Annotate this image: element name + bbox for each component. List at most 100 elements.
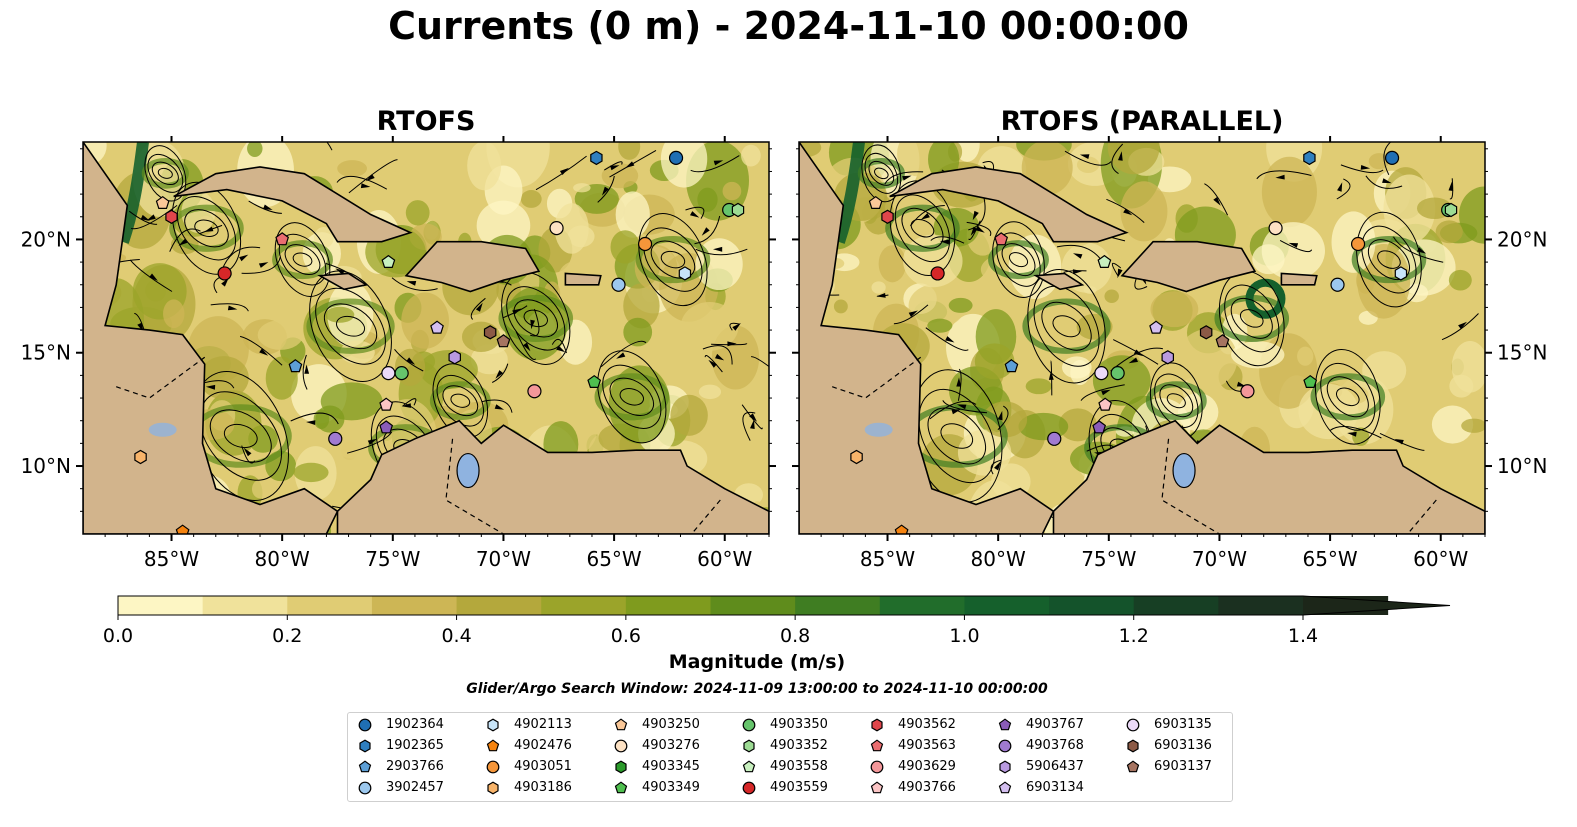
- legend-marker-pentagon-icon: [870, 738, 884, 751]
- float-4903276: [549, 221, 564, 236]
- legend-item-label: 4903349: [642, 780, 700, 795]
- legend-item-label: 4903352: [770, 738, 828, 753]
- legend-marker: [486, 738, 500, 751]
- legend-item-4903350: 4903350: [742, 717, 828, 733]
- float-4903350: [394, 366, 409, 381]
- legend-marker-circle-icon: [614, 739, 628, 752]
- lon-tick-label: 80°W: [971, 547, 1026, 571]
- map-panel-rtofs-parallel: 85°W 80°W 75°W 70°W 65°W 60°W 20°N 15°N 10°N: [792, 136, 1547, 571]
- float-6903134: [430, 320, 444, 334]
- float-1902365: [1303, 150, 1316, 166]
- figure-title: Currents (0 m) - 2024-11-10 00:00:00: [388, 4, 1189, 48]
- lon-tick-label: 60°W: [1413, 547, 1468, 571]
- legend-marker-hexagon-icon: [487, 718, 499, 731]
- colorbar-segment: [710, 596, 796, 615]
- legend-marker: [358, 759, 372, 772]
- legend-item-4903345: 4903345: [614, 759, 700, 775]
- legend-marker: [614, 717, 628, 730]
- colorbar-segment: [964, 596, 1050, 615]
- landmass: [83, 142, 339, 534]
- float-2903766: [1004, 359, 1019, 373]
- legend-item-label: 4902476: [514, 738, 572, 753]
- lat-tick-label: 10°N: [1497, 454, 1547, 478]
- float-4903766: [379, 397, 394, 411]
- colorbar-segment: [1133, 596, 1219, 615]
- colorbar-segment: [118, 596, 204, 615]
- float-5906437: [448, 350, 461, 365]
- colorbar-outline: [117, 595, 1451, 616]
- landmass: [173, 166, 413, 243]
- float-4903186: [134, 449, 147, 465]
- float-4903250: [155, 195, 170, 209]
- lat-tick-label: 10°N: [21, 454, 71, 478]
- legend-marker-circle-icon: [1126, 718, 1140, 731]
- float-6903135: [381, 366, 396, 381]
- legend-item-6903135: 6903135: [1126, 717, 1212, 733]
- legend-marker-pentagon-icon: [998, 717, 1012, 730]
- legend-item-4903186: 4903186: [486, 780, 572, 796]
- legend-marker: [359, 739, 371, 752]
- panel-frame: [82, 141, 770, 535]
- legend-marker: [870, 738, 884, 751]
- landmass: [799, 142, 1055, 534]
- legend-marker: [358, 718, 372, 731]
- legend-marker: [870, 760, 884, 773]
- legend-item-1902365: 1902365: [358, 738, 444, 754]
- legend-marker: [870, 780, 884, 793]
- lon-tick-label: 70°W: [1192, 547, 1247, 571]
- legend-marker-circle-icon: [358, 718, 372, 731]
- legend-marker: [998, 717, 1012, 730]
- colorbar-segment: [625, 596, 711, 615]
- float-4903768: [328, 431, 343, 446]
- lake-maracaibo: [456, 452, 480, 489]
- legend-item-label: 6903136: [1154, 738, 1212, 753]
- legend-item-label: 4903767: [1026, 717, 1084, 732]
- legend-marker: [614, 780, 628, 793]
- float-4903352: [731, 202, 745, 218]
- legend-item-label: 5906437: [1026, 759, 1084, 774]
- lat-tick-label: 15°N: [1497, 341, 1547, 365]
- float-6903137: [1215, 334, 1230, 348]
- legend-item-label: 1902365: [386, 738, 444, 753]
- legend-item-4903767: 4903767: [998, 717, 1084, 733]
- colorbar-tick-label: 0.8: [780, 625, 810, 647]
- colorbar-segment: [287, 596, 373, 615]
- float-4903051: [1350, 236, 1366, 252]
- legend-marker-hexagon-icon: [359, 739, 371, 752]
- lake-maracaibo: [1172, 452, 1196, 489]
- landmass: [1120, 240, 1257, 293]
- legend-item-4902476: 4902476: [486, 738, 572, 754]
- legend-marker-hexagon-icon: [487, 781, 499, 794]
- float-4903562: [881, 209, 894, 224]
- float-4903768: [1047, 431, 1062, 446]
- legend-marker-circle-icon: [486, 760, 500, 773]
- float-6903136: [1199, 325, 1213, 340]
- colorbar-segment: [202, 596, 288, 615]
- legend-item-4903352: 4903352: [742, 738, 828, 754]
- legend-item-label: 3902457: [386, 780, 444, 795]
- legend-marker: [999, 760, 1011, 773]
- legend-item-6903134: 6903134: [998, 780, 1084, 796]
- colorbar-segment: [879, 596, 965, 615]
- legend-item-4903349: 4903349: [614, 780, 700, 796]
- colorbar-tick-label: 1.2: [1119, 625, 1149, 647]
- search-window-text: Glider/Argo Search Window: 2024-11-09 13…: [466, 681, 1048, 697]
- legend-marker: [743, 739, 755, 752]
- legend-item-4903768: 4903768: [998, 738, 1084, 754]
- panel-frame: [798, 141, 1486, 535]
- legend-marker-pentagon-icon: [742, 759, 756, 772]
- border: [832, 356, 922, 399]
- colorbar: 0.0 0.2 0.4 0.6 0.8 1.0 1.2 1.4: [103, 595, 1451, 647]
- legend-item-label: 6903135: [1154, 717, 1212, 732]
- legend-marker-hexagon-icon: [615, 760, 627, 773]
- float-1902364: [668, 150, 684, 165]
- legend-marker: [742, 718, 756, 731]
- float-4903352: [1444, 202, 1458, 218]
- lon-tick-label: 60°W: [697, 547, 752, 571]
- colorbar-tick-label: 1.0: [949, 625, 979, 647]
- lake-nicaragua: [864, 422, 893, 437]
- legend-item-label: 4902113: [514, 717, 572, 732]
- lon-tick-label: 85°W: [144, 547, 199, 571]
- float-4903563: [994, 232, 1009, 246]
